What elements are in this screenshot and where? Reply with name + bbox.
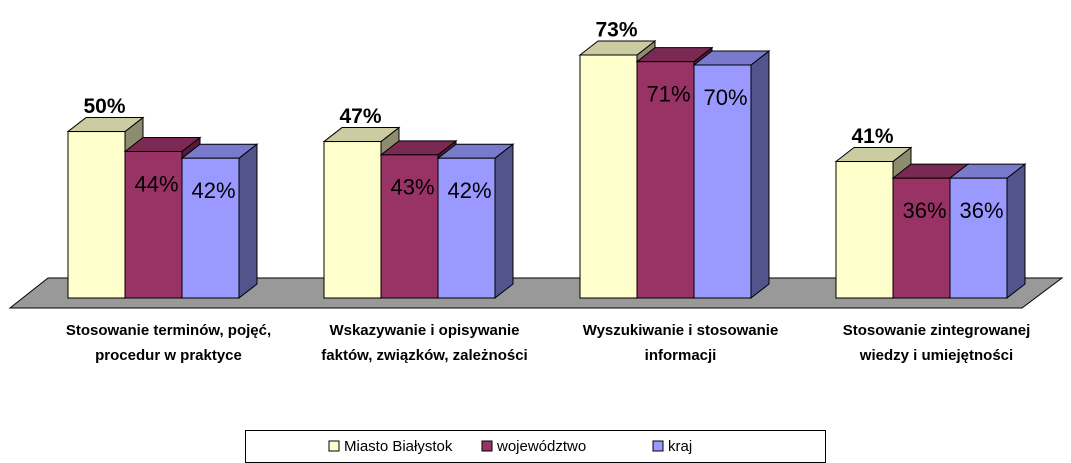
x-tick-label: Stosowanie zintegrowanej wiedzy i umiejęt… [843, 322, 1031, 364]
legend-label: województwo [496, 438, 586, 455]
bar [835, 161, 894, 299]
value-label: 70% [703, 85, 747, 110]
bar [124, 151, 183, 299]
label-line: procedur w praktyce [95, 347, 242, 364]
bar-side [238, 143, 258, 300]
floor [8, 277, 1064, 309]
value-label: 42% [447, 178, 491, 203]
value-label: 43% [390, 175, 434, 200]
value-label: 73% [595, 19, 637, 42]
bar [892, 177, 951, 299]
bar [67, 131, 126, 299]
value-label: 41% [851, 125, 893, 148]
bar [949, 177, 1008, 299]
bar-side [1006, 163, 1026, 300]
value-label: 47% [339, 105, 381, 128]
bar [380, 154, 439, 299]
bar [437, 157, 496, 299]
value-label: 50% [83, 95, 125, 118]
bar [323, 141, 382, 299]
legend-swatch [328, 440, 340, 452]
legend-label: Miasto Białystok [344, 438, 453, 455]
value-label: 36% [959, 198, 1003, 223]
label-line: informacji [645, 347, 717, 364]
label-line: wiedzy i umiejętności [859, 347, 1013, 364]
label-line: Wskazywanie i opisywanie [329, 322, 519, 339]
label-line: Wyszukiwanie i stosowanie [583, 322, 779, 339]
legend [245, 430, 826, 463]
bar [579, 54, 638, 299]
bar-side [750, 49, 770, 300]
label-line: Stosowanie zintegrowanej [843, 322, 1031, 339]
x-tick-label: Stosowanie terminów, pojęć, procedur w pr… [66, 322, 271, 364]
bar-side [494, 143, 514, 300]
bar [636, 61, 695, 299]
value-label: 44% [134, 171, 178, 196]
label-line: faktów, związków, zależności [321, 347, 527, 364]
x-tick-label: Wskazywanie i opisywanie faktów, związków… [321, 322, 527, 364]
value-label: 36% [902, 198, 946, 223]
bar [693, 64, 752, 299]
legend-swatch [481, 440, 493, 452]
legend-swatch [652, 440, 664, 452]
x-tick-label: Wyszukiwanie i stosowanie informacji [583, 322, 779, 364]
legend-label: kraj [668, 438, 692, 455]
value-label: 71% [646, 81, 690, 106]
value-label: 42% [191, 178, 235, 203]
label-line: Stosowanie terminów, pojęć, [66, 322, 271, 339]
bar [181, 157, 240, 299]
